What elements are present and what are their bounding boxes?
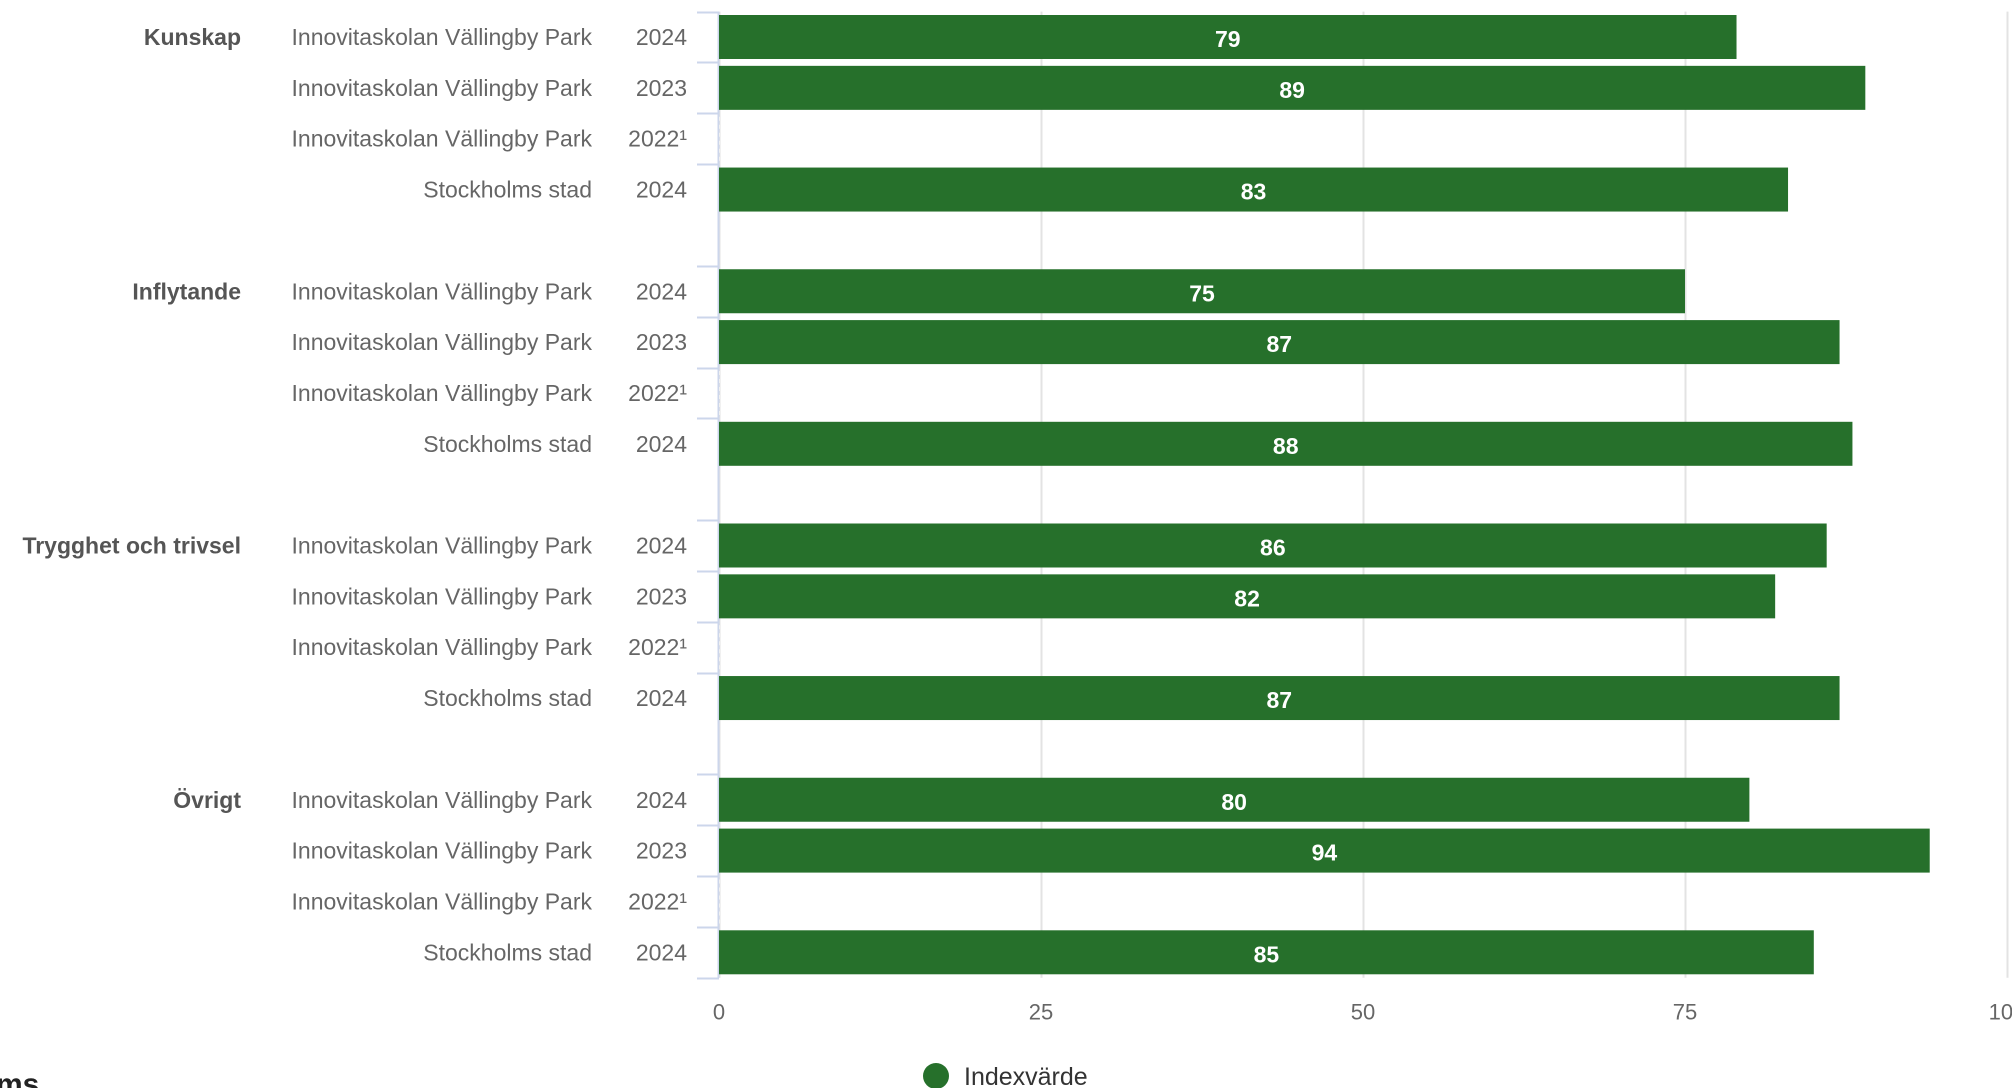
year-label: 2023 [636, 838, 687, 864]
bar[interactable] [719, 828, 1930, 873]
year-label: 2023 [636, 583, 687, 609]
entity-label: Innovitaskolan Vällingby Park [292, 24, 593, 50]
bar[interactable] [719, 15, 1737, 59]
data-label: 79 [1215, 26, 1241, 52]
year-label: 2023 [636, 329, 687, 355]
legend[interactable]: Indexvärde [923, 1063, 1088, 1088]
category-labels: Kunskap Innovitaskolan Vällingby Park 2024… [22, 24, 687, 965]
data-label: 85 [1254, 941, 1280, 967]
x-tick-label: 100 [1989, 1000, 2012, 1025]
bar[interactable] [719, 269, 1685, 314]
data-label: 89 [1279, 77, 1305, 103]
year-label: 2024 [636, 685, 687, 711]
bar[interactable] [719, 777, 1750, 822]
value-axis-ticks: 0 25 50 75 100 [713, 1000, 2012, 1025]
legend-marker[interactable] [923, 1063, 949, 1088]
year-label: 2022¹ [628, 126, 687, 152]
year-label: 2022¹ [628, 380, 687, 406]
x-tick-label: 25 [1029, 1000, 1053, 1025]
entity-label: Innovitaskolan Vällingby Park [292, 888, 593, 914]
category-axis [697, 11, 720, 980]
data-label: 87 [1266, 331, 1292, 357]
bar[interactable] [719, 167, 1789, 212]
x-tick-label: 75 [1673, 1000, 1697, 1025]
entity-label: Innovitaskolan Vällingby Park [292, 838, 593, 864]
page-fragment-text: ms [0, 1068, 39, 1088]
legend-label[interactable]: Indexvärde [964, 1063, 1088, 1088]
bar[interactable] [719, 320, 1840, 365]
entity-label: Stockholms stad [423, 939, 592, 965]
data-label: 86 [1260, 535, 1286, 561]
data-label: 80 [1221, 789, 1247, 815]
data-label: 88 [1273, 433, 1299, 459]
entity-label: Innovitaskolan Vällingby Park [292, 380, 593, 406]
year-label: 2023 [636, 75, 687, 101]
year-label: 2022¹ [628, 888, 687, 914]
data-label: 94 [1312, 840, 1338, 866]
year-label: 2024 [636, 939, 687, 965]
entity-label: Stockholms stad [423, 685, 592, 711]
year-label: 2024 [636, 278, 687, 304]
entity-label: Innovitaskolan Vällingby Park [292, 329, 593, 355]
group-label: Kunskap [144, 24, 241, 50]
entity-label: Stockholms stad [423, 177, 592, 203]
year-label: 2024 [636, 533, 687, 559]
bar[interactable] [719, 574, 1776, 619]
group-label: Inflytande [132, 278, 241, 304]
group-label: Trygghet och trivsel [22, 533, 241, 559]
entity-label: Innovitaskolan Vällingby Park [292, 533, 593, 559]
bar[interactable] [719, 65, 1866, 110]
year-label: 2024 [636, 787, 687, 813]
entity-label: Innovitaskolan Vällingby Park [292, 634, 593, 660]
entity-label: Innovitaskolan Vällingby Park [292, 787, 593, 813]
entity-label: Innovitaskolan Vällingby Park [292, 75, 593, 101]
data-label: 75 [1189, 280, 1215, 306]
year-label: 2022¹ [628, 634, 687, 660]
bar[interactable] [719, 930, 1814, 975]
bar[interactable] [719, 523, 1827, 568]
year-label: 2024 [636, 431, 687, 457]
year-label: 2024 [636, 177, 687, 203]
group-label: Övrigt [173, 787, 241, 813]
data-label: 83 [1241, 179, 1267, 205]
x-tick-label: 50 [1351, 1000, 1375, 1025]
entity-label: Stockholms stad [423, 431, 592, 457]
bar[interactable] [719, 421, 1853, 466]
bar[interactable] [719, 676, 1840, 721]
x-tick-label: 0 [713, 1000, 725, 1025]
year-label: 2024 [636, 24, 687, 50]
entity-label: Innovitaskolan Vällingby Park [292, 278, 593, 304]
data-label: 82 [1234, 585, 1260, 611]
entity-label: Innovitaskolan Vällingby Park [292, 583, 593, 609]
entity-label: Innovitaskolan Vällingby Park [292, 126, 593, 152]
data-label: 87 [1266, 687, 1292, 713]
